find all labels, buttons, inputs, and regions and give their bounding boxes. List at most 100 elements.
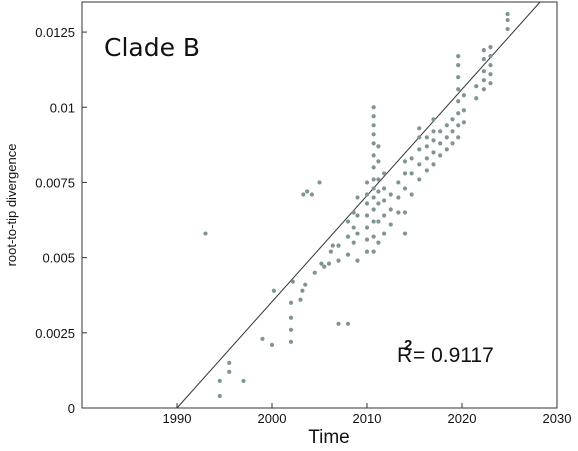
- data-point: [382, 231, 387, 236]
- data-point: [371, 105, 376, 110]
- data-point: [326, 261, 332, 266]
- data-point: [364, 225, 370, 230]
- data-point: [371, 165, 376, 170]
- data-point: [376, 177, 381, 182]
- data-point: [355, 231, 360, 236]
- data-point: [417, 147, 422, 152]
- data-point: [461, 108, 466, 113]
- data-point: [431, 150, 436, 155]
- data-point: [450, 141, 455, 146]
- data-point: [330, 243, 335, 248]
- data-point: [351, 210, 356, 215]
- r2-value: = 0.9117: [413, 344, 494, 367]
- data-point: [456, 111, 461, 116]
- data-point: [288, 315, 294, 320]
- data-point: [456, 99, 461, 104]
- data-point: [260, 336, 265, 341]
- data-point: [328, 249, 333, 254]
- data-point: [396, 210, 401, 215]
- data-point: [345, 252, 351, 257]
- data-point: [488, 45, 493, 50]
- y-tick-label: 0.0075: [35, 175, 75, 190]
- data-point: [376, 159, 381, 164]
- data-point: [409, 192, 414, 197]
- data-point: [417, 135, 422, 140]
- x-axis-title: Time: [308, 427, 350, 448]
- y-tick-label: 0: [68, 401, 75, 416]
- y-axis-ticks: 0 0.0025 0.005 0.0075 0.01 0.0125: [35, 25, 87, 416]
- r2-symbol: R: [397, 344, 412, 367]
- data-point: [371, 114, 376, 119]
- data-point: [424, 135, 429, 140]
- data-point: [424, 168, 429, 173]
- data-point: [474, 96, 479, 101]
- data-point: [371, 249, 376, 254]
- data-point: [290, 279, 295, 284]
- data-point: [402, 210, 408, 215]
- x-tick-label: 1990: [163, 411, 192, 426]
- data-point: [376, 144, 381, 149]
- data-point: [461, 120, 466, 125]
- data-point: [431, 138, 436, 143]
- y-tick-label: 0.0025: [35, 326, 75, 341]
- data-point: [402, 171, 408, 176]
- x-tick-label: 2010: [353, 411, 382, 426]
- data-point: [461, 93, 466, 98]
- data-point: [481, 78, 486, 83]
- data-point: [217, 393, 222, 399]
- data-point: [488, 54, 493, 59]
- data-point: [456, 135, 461, 140]
- data-point: [271, 288, 276, 293]
- data-point: [444, 123, 449, 128]
- r2-exponent: 2: [404, 337, 412, 354]
- data-point: [351, 225, 356, 230]
- data-point: [355, 195, 360, 200]
- data-point: [345, 219, 351, 224]
- plot-frame: [81, 1, 558, 409]
- data-point: [505, 11, 510, 17]
- data-point: [431, 117, 436, 122]
- data-point: [388, 222, 393, 227]
- data-point: [288, 327, 294, 332]
- data-point: [300, 288, 305, 293]
- data-point: [364, 192, 370, 197]
- data-point: [319, 261, 324, 266]
- data-point: [301, 192, 306, 197]
- data-point: [269, 342, 275, 347]
- data-point: [505, 26, 510, 32]
- data-point: [488, 63, 493, 68]
- data-point: [371, 153, 376, 158]
- data-point: [402, 159, 408, 164]
- data-point: [227, 360, 232, 365]
- data-point: [424, 156, 429, 161]
- data-point: [444, 147, 449, 152]
- data-point: [288, 300, 294, 305]
- points-layer: [203, 11, 510, 399]
- data-point: [355, 258, 360, 263]
- data-point: [382, 186, 387, 191]
- x-tick-label: 2030: [543, 411, 572, 426]
- data-point: [417, 126, 422, 131]
- data-point: [376, 219, 381, 224]
- data-point: [456, 123, 461, 128]
- x-tick-label: 2020: [448, 411, 477, 426]
- data-point: [481, 87, 486, 92]
- data-point: [382, 213, 387, 218]
- data-point: [402, 231, 408, 236]
- data-point: [371, 132, 376, 137]
- data-point: [438, 129, 443, 134]
- data-point: [288, 339, 294, 344]
- data-point: [382, 171, 387, 176]
- data-point: [371, 177, 376, 182]
- x-tick-label: 2000: [258, 411, 287, 426]
- data-point: [450, 129, 455, 134]
- data-point: [345, 234, 351, 239]
- data-point: [336, 258, 341, 263]
- data-point: [417, 162, 422, 167]
- data-point: [364, 180, 370, 185]
- data-point: [396, 180, 401, 185]
- data-point: [438, 141, 443, 146]
- data-point: [217, 378, 222, 384]
- data-point: [402, 186, 408, 191]
